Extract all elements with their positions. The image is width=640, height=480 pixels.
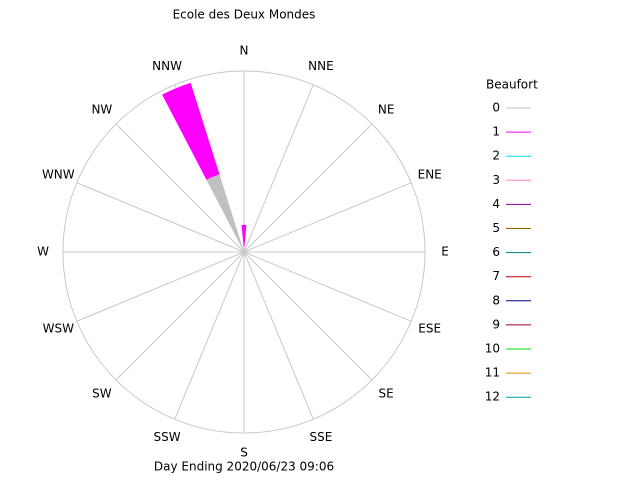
chart-footer: Day Ending 2020/06/23 09:06 <box>154 460 334 474</box>
spoke <box>243 251 412 322</box>
spoke <box>243 251 314 420</box>
legend-label: 5 <box>492 221 500 235</box>
spoke <box>243 251 373 381</box>
direction-label: SE <box>379 387 394 401</box>
legend-label: 11 <box>485 366 500 380</box>
legend-label: 2 <box>492 149 500 163</box>
spoke <box>174 251 245 420</box>
direction-label: NW <box>91 102 112 116</box>
legend-label: 1 <box>492 125 500 139</box>
legend-label: 7 <box>492 269 500 283</box>
wedge <box>162 82 220 180</box>
direction-label: NE <box>378 102 395 116</box>
spoke <box>76 251 245 322</box>
wedge <box>243 246 245 252</box>
direction-label: S <box>240 446 248 460</box>
direction-label: WNW <box>42 168 75 182</box>
direction-label: WSW <box>43 321 74 335</box>
direction-label: E <box>441 245 449 259</box>
direction-label: SW <box>92 387 112 401</box>
direction-label: SSW <box>154 430 181 444</box>
legend-label: 0 <box>492 101 500 115</box>
legend-title: Beaufort <box>486 78 538 92</box>
legend-label: 12 <box>485 390 500 404</box>
direction-label: ESE <box>418 321 441 335</box>
legend-label: 3 <box>492 173 500 187</box>
direction-label: NNE <box>308 59 334 73</box>
spoke <box>115 123 245 253</box>
direction-label: W <box>37 245 49 259</box>
wedge <box>241 224 247 247</box>
direction-label: N <box>240 44 249 58</box>
spoke <box>243 123 373 253</box>
direction-label: NNW <box>152 59 182 73</box>
wedge <box>206 174 244 252</box>
legend-label: 10 <box>485 342 500 356</box>
direction-label: ENE <box>418 168 442 182</box>
legend-label: 4 <box>492 197 500 211</box>
legend-label: 6 <box>492 245 500 259</box>
spoke <box>115 251 245 381</box>
legend-label: 8 <box>492 293 500 307</box>
legend-label: 9 <box>492 317 500 331</box>
spoke <box>76 182 245 253</box>
spoke <box>243 182 412 253</box>
direction-label: SSE <box>310 430 333 444</box>
chart-title: Ecole des Deux Mondes <box>173 8 316 22</box>
spoke <box>243 84 314 253</box>
